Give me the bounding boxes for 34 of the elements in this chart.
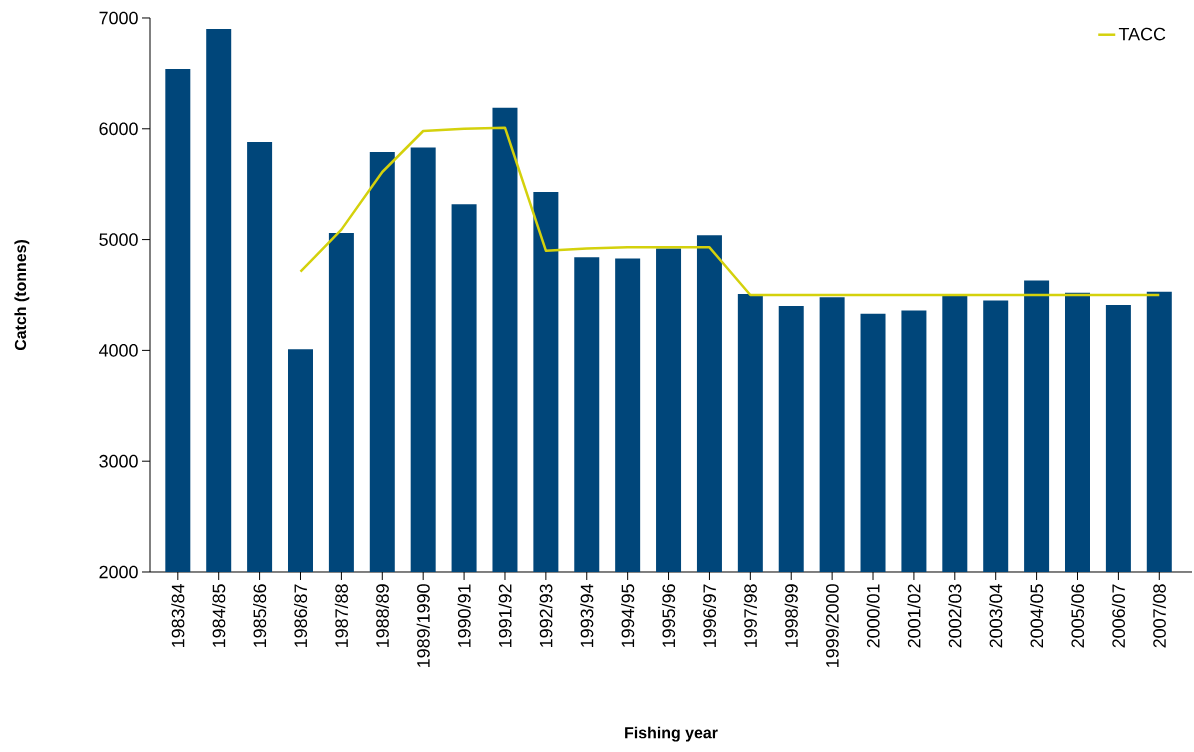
x-tick-label: 2000/01 <box>866 584 880 648</box>
x-tick-label: 2003/04 <box>989 584 1003 648</box>
y-tick-label: 4000 <box>99 344 138 357</box>
x-tick-label: 2006/07 <box>1111 584 1125 648</box>
x-tick-label: 1992/93 <box>539 584 553 647</box>
x-tick-label: 1999/2000 <box>825 584 839 667</box>
x-tick-label: 1987/88 <box>334 584 348 647</box>
x-tick-label: 1995/96 <box>661 584 676 647</box>
x-tick-label: 1986/87 <box>293 584 308 647</box>
x-tick-label: 1997/98 <box>743 584 757 647</box>
y-axis-title: Catch (tonnes) <box>14 240 30 351</box>
x-tick-label: 1988/89 <box>375 584 389 647</box>
y-tick-label: 5000 <box>99 233 138 246</box>
x-tick-label: 1993/94 <box>580 584 594 647</box>
x-tick-label: 2002/03 <box>948 584 962 648</box>
y-tick-label: 3000 <box>99 454 138 468</box>
legend-label: TACC <box>1118 27 1166 41</box>
x-axis-title: Fishing year <box>625 726 718 742</box>
x-tick-label: 2007/08 <box>1152 584 1166 648</box>
x-tick-label: 1998/99 <box>784 584 798 647</box>
x-tick-label: 1996/97 <box>702 584 717 647</box>
x-tick-label: 1989/1990 <box>416 584 430 667</box>
x-tick-label: 1990/91 <box>457 584 471 647</box>
x-tick-label: 2004/05 <box>1030 584 1044 648</box>
y-tick-label: 6000 <box>99 122 138 136</box>
y-tick-label: 7000 <box>99 11 138 25</box>
y-tick-label: 2000 <box>99 565 138 579</box>
x-tick-label: 1984/85 <box>212 584 226 647</box>
x-tick-label: 2005/06 <box>1070 584 1085 648</box>
x-tick-label: 1985/86 <box>253 584 267 647</box>
x-tick-label: 1994/95 <box>621 584 635 647</box>
x-tick-label: 1983/84 <box>171 584 185 647</box>
x-tick-label: 2001/02 <box>907 584 921 648</box>
x-tick-label: 1991/92 <box>498 584 512 647</box>
